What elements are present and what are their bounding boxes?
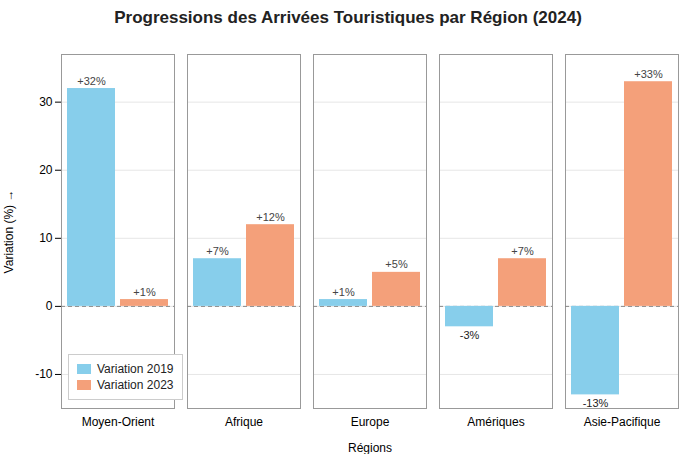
svg-text:+1%: +1%: [332, 286, 355, 298]
html-text:Variation 2023: Variation 2023: [97, 378, 174, 392]
svg-text:Régions: Régions: [348, 441, 392, 455]
svg-text:+7%: +7%: [511, 245, 534, 257]
svg-text:Asie-Pacifique: Asie-Pacifique: [584, 415, 661, 429]
svg-text:Variation (%) →: Variation (%) →: [2, 190, 16, 274]
html-text:Variation 2019: Variation 2019: [97, 362, 174, 376]
svg-text:Moyen-Orient: Moyen-Orient: [82, 415, 155, 429]
svg-text:-13%: -13%: [583, 397, 609, 409]
svg-text:10: 10: [39, 231, 53, 245]
svg-text:-10: -10: [35, 367, 53, 381]
svg-text:+12%: +12%: [256, 211, 285, 223]
svg-text:+1%: +1%: [133, 286, 156, 298]
svg-text:Europe: Europe: [351, 415, 390, 429]
svg-text:Afrique: Afrique: [225, 415, 263, 429]
svg-text:+5%: +5%: [385, 258, 408, 270]
html-text:Progressions des Arrivées Tour: Progressions des Arrivées Touristiques p…: [114, 8, 582, 27]
svg-text:-3%: -3%: [460, 329, 480, 341]
svg-text:+33%: +33%: [634, 68, 663, 80]
svg-text:30: 30: [39, 95, 53, 109]
svg-text:+32%: +32%: [77, 75, 106, 87]
svg-text:20: 20: [39, 163, 53, 177]
svg-text:Amériques: Amériques: [467, 415, 524, 429]
svg-text:+7%: +7%: [206, 245, 229, 257]
svg-text:0: 0: [46, 299, 53, 313]
